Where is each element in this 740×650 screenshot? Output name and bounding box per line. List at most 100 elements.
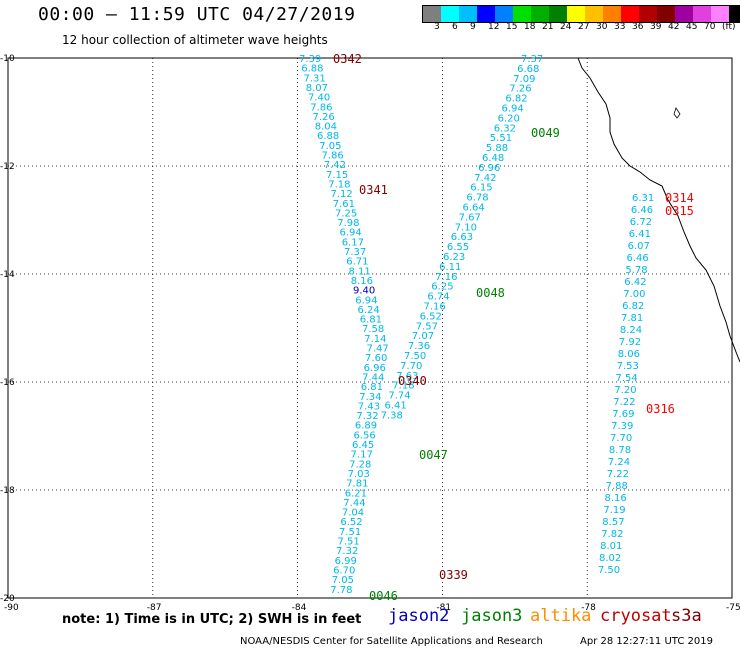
wave-height-label: 6.23 xyxy=(443,252,465,263)
wave-height-label: 7.26 xyxy=(509,84,531,95)
wave-height-label: 6.74 xyxy=(427,292,449,303)
wave-height-label: 7.18 xyxy=(392,381,414,392)
wave-height-label: 7.53 xyxy=(617,361,639,372)
wave-height-label: 6.46 xyxy=(627,253,649,264)
satellite-altika-label: altika xyxy=(530,606,592,626)
wave-height-label: 7.37 xyxy=(521,54,543,65)
pass-id-label: 0314 xyxy=(665,191,694,205)
wave-height-label: 6.82 xyxy=(622,301,644,312)
wave-height-label: 9.40 xyxy=(353,286,375,297)
wave-height-label: 7.39 xyxy=(299,54,321,65)
color-scale-legend xyxy=(422,5,740,23)
wave-height-label: 6.88 xyxy=(317,131,339,142)
wave-height-label: 6.17 xyxy=(342,237,364,248)
wave-height-label: 6.89 xyxy=(355,421,377,432)
wave-height-label: 7.61 xyxy=(333,199,355,210)
wave-height-label: 8.07 xyxy=(306,83,328,94)
wave-height-label: 7.20 xyxy=(614,385,636,396)
satellite-s3a-label: s3a xyxy=(671,606,702,626)
wave-height-label: 8.04 xyxy=(315,122,337,133)
wave-height-label: 6.42 xyxy=(624,277,646,288)
wave-height-label: 7.47 xyxy=(367,344,389,355)
wave-height-label: 6.96 xyxy=(478,163,500,174)
wave-height-label: 6.46 xyxy=(631,205,653,216)
wave-height-label: 7.32 xyxy=(336,546,358,557)
pass-id-label: 0339 xyxy=(439,568,468,582)
island-outline xyxy=(673,107,681,119)
wave-height-label: 7.05 xyxy=(332,575,354,586)
satellite-jason3-label: jason3 xyxy=(461,606,523,626)
wave-height-label: 7.24 xyxy=(608,457,630,468)
wave-height-label: 6.48 xyxy=(482,153,504,164)
color-scale-labels: 3 6 9 12 15 18 21 24 27 30 33 36 39 42 45 70 (ft) xyxy=(422,22,740,34)
footer-timestamp: Apr 28 12:27:11 UTC 2019 xyxy=(580,636,713,647)
wave-height-label: 7.92 xyxy=(619,337,641,348)
wave-height-label: 7.26 xyxy=(313,112,335,123)
wave-height-label: 6.94 xyxy=(502,104,524,115)
wave-height-label: 6.41 xyxy=(385,401,407,412)
lon-tick-label: -90 xyxy=(4,603,19,613)
wave-height-label: 8.78 xyxy=(609,445,631,456)
legend-label: 12 xyxy=(488,22,500,32)
wave-height-label: 5.78 xyxy=(625,265,647,276)
legend-label: 18 xyxy=(524,22,536,32)
wave-height-label: 6.32 xyxy=(494,123,516,134)
map-frame xyxy=(7,57,733,599)
wave-height-label: 7.42 xyxy=(324,160,346,171)
wave-height-label: 7.34 xyxy=(359,392,381,403)
lon-tick-label: -81 xyxy=(436,603,451,613)
wave-height-label: 6.41 xyxy=(629,229,651,240)
wave-height-label: 6.21 xyxy=(345,488,367,499)
footer-note: note: 1) Time is in UTC; 2) SWH is in fe… xyxy=(62,612,362,627)
lon-tick-label: -75 xyxy=(726,603,740,613)
wave-height-label: 6.56 xyxy=(353,430,375,441)
legend-label: 70 xyxy=(704,22,716,32)
wave-height-label: 7.19 xyxy=(603,505,625,516)
wave-height-label: 7.40 xyxy=(308,93,330,104)
wave-height-label: 8.57 xyxy=(602,517,624,528)
legend-swatch xyxy=(549,6,567,22)
wave-height-label: 7.25 xyxy=(335,208,357,219)
wave-height-label: 7.98 xyxy=(337,218,359,229)
wave-height-label: 7.39 xyxy=(611,421,633,432)
wave-height-label: 6.20 xyxy=(498,113,520,124)
legend-label: 15 xyxy=(506,22,518,32)
wave-height-label: 6.82 xyxy=(505,94,527,105)
coastline xyxy=(577,57,740,363)
wave-height-label: 6.52 xyxy=(420,311,442,322)
wave-height-label: 7.10 xyxy=(455,222,477,233)
wave-height-label: 7.81 xyxy=(621,313,643,324)
wave-height-label: 7.15 xyxy=(326,170,348,181)
lat-tick-label: -14 xyxy=(0,270,15,280)
wave-height-label: 6.72 xyxy=(630,217,652,228)
legend-label: 9 xyxy=(470,22,476,32)
wave-height-label: 7.18 xyxy=(328,179,350,190)
wave-height-label: 6.99 xyxy=(335,556,357,567)
legend-label: 30 xyxy=(596,22,608,32)
legend-swatch xyxy=(585,6,603,22)
legend-label: 39 xyxy=(650,22,662,32)
wave-height-label: 7.74 xyxy=(388,391,410,402)
wave-height-label: 6.52 xyxy=(340,517,362,528)
wave-height-label: 7.31 xyxy=(304,73,326,84)
legend-swatch xyxy=(603,6,621,22)
wave-height-label: 6.68 xyxy=(517,64,539,75)
pass-id-label: 0049 xyxy=(531,126,560,140)
wave-height-label: 7.12 xyxy=(331,189,353,200)
lat-tick-label: -16 xyxy=(0,378,15,388)
wave-height-label: 8.06 xyxy=(618,349,640,360)
wave-height-label: 6.07 xyxy=(628,241,650,252)
legend-label: 36 xyxy=(632,22,644,32)
lat-tick-label: -18 xyxy=(0,486,15,496)
lat-tick-label: -10 xyxy=(0,54,15,64)
wave-height-label: 7.86 xyxy=(322,151,344,162)
legend-swatch xyxy=(477,6,495,22)
legend-swatch xyxy=(657,6,675,22)
wave-height-label: 6.64 xyxy=(463,203,485,214)
wave-height-label: 6.88 xyxy=(301,64,323,75)
wave-height-label: 7.69 xyxy=(612,409,634,420)
wave-height-label: 7.57 xyxy=(416,321,438,332)
wave-height-label: 6.96 xyxy=(364,363,386,374)
wave-height-label: 6.70 xyxy=(333,565,355,576)
pass-id-label: 0046 xyxy=(369,589,398,603)
